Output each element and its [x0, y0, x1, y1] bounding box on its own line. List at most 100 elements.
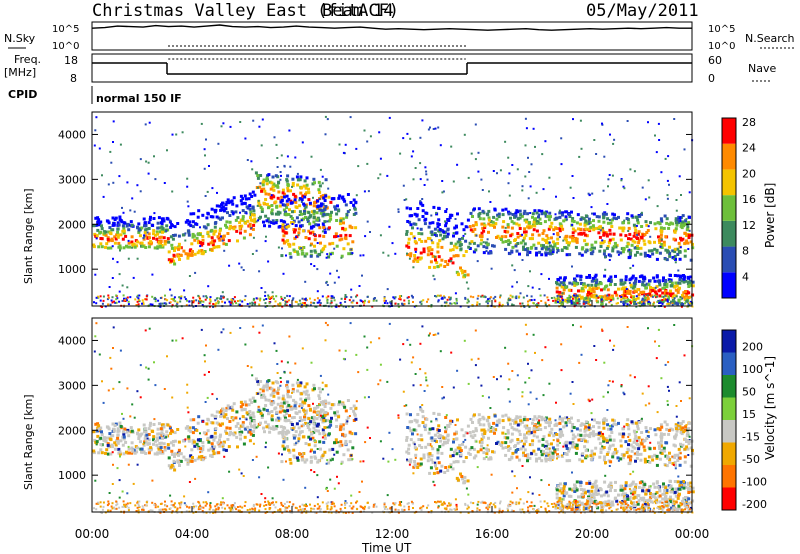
- power-cell: [109, 246, 113, 250]
- power-cell: [682, 224, 686, 228]
- velocity-cell: [317, 386, 321, 390]
- velocity-cell: [491, 430, 495, 433]
- power-cell: [108, 286, 111, 288]
- power-cell: [393, 297, 396, 300]
- power-cell: [316, 268, 319, 271]
- power-cell: [430, 214, 433, 217]
- velocity-cell: [543, 417, 547, 421]
- power-cell: [602, 215, 606, 219]
- power-cell: [301, 297, 304, 300]
- velocity-cell: [544, 420, 548, 424]
- power-cell: [341, 226, 345, 230]
- power-cell: [678, 216, 682, 220]
- power-cell: [592, 290, 596, 294]
- power-cell: [494, 222, 497, 226]
- velocity-cell: [224, 413, 228, 417]
- velocity-cell: [644, 426, 648, 430]
- velocity-cell: [215, 421, 219, 425]
- power-cell: [153, 155, 155, 158]
- power-cell: [570, 210, 573, 214]
- velocity-cell: [529, 431, 533, 435]
- power-cell: [116, 297, 119, 300]
- velocity-cell: [561, 433, 565, 437]
- velocity-cell: [554, 422, 558, 426]
- power-cell: [579, 119, 582, 122]
- velocity-cell: [547, 447, 550, 451]
- power-cell: [281, 203, 285, 207]
- velocity-cell: [124, 440, 128, 444]
- power-cell: [441, 297, 444, 300]
- power-cell: [639, 252, 643, 256]
- power-cell: [126, 222, 130, 226]
- power-cell: [252, 209, 256, 213]
- velocity-cell: [662, 432, 666, 436]
- power-cell: [439, 233, 443, 237]
- power-cell: [642, 239, 646, 243]
- power-cell: [236, 300, 239, 302]
- velocity-cell: [456, 446, 460, 450]
- power-cell: [113, 235, 117, 239]
- velocity-cell: [542, 450, 545, 454]
- power-cell: [159, 297, 162, 299]
- power-cell: [558, 290, 562, 294]
- velocity-cell: [313, 455, 317, 459]
- power-cell: [570, 219, 574, 223]
- velocity-cell: [496, 419, 500, 423]
- velocity-cell: [274, 418, 278, 422]
- power-cell: [603, 274, 607, 278]
- power-cell: [326, 301, 329, 304]
- velocity-cell: [272, 388, 276, 392]
- power-cell: [147, 241, 151, 245]
- velocity-cell: [172, 459, 176, 463]
- velocity-cell: [118, 421, 122, 425]
- velocity-cell: [160, 431, 164, 435]
- velocity-cell: [116, 433, 120, 437]
- velocity-cell: [240, 430, 244, 434]
- power-cell: [583, 285, 587, 289]
- power-cell: [136, 300, 139, 303]
- power-cell: [304, 203, 308, 207]
- power-cell: [327, 226, 331, 230]
- velocity-cell: [290, 427, 293, 431]
- velocity-cell: [597, 421, 601, 425]
- power-cell: [512, 304, 515, 307]
- power-cell: [455, 270, 459, 274]
- velocity-cell: [556, 443, 560, 447]
- velocity-cell: [264, 420, 268, 424]
- velocity-cell: [221, 442, 225, 446]
- power-cell: [482, 251, 486, 255]
- power-cell: [670, 281, 674, 285]
- power-cell: [397, 303, 400, 306]
- velocity-cell: [683, 460, 687, 464]
- power-cell: [504, 207, 508, 211]
- velocity-cell: [680, 428, 684, 431]
- velocity-cell: [502, 426, 506, 430]
- velocity-cell: [592, 418, 596, 422]
- velocity-cell: [495, 423, 499, 427]
- colorbar-frame: [721, 117, 737, 299]
- power-cell: [244, 221, 248, 225]
- power-cell: [666, 197, 669, 200]
- power-cell: [588, 275, 592, 279]
- y-tick-label: 3000: [58, 173, 86, 186]
- power-cell: [288, 208, 291, 212]
- velocity-cell: [292, 448, 296, 452]
- power-cell: [436, 250, 440, 254]
- power-cell: [647, 121, 649, 124]
- power-cell: [363, 190, 366, 193]
- velocity-cell: [636, 453, 640, 456]
- power-cell: [156, 221, 160, 225]
- power-cell: [165, 230, 168, 233]
- power-cell: [568, 253, 572, 257]
- velocity-cell: [215, 410, 219, 414]
- velocity-cell: [678, 463, 682, 467]
- velocity-cell: [537, 421, 540, 425]
- velocity-cell: [92, 430, 96, 434]
- power-cell: [187, 229, 191, 233]
- power-cell: [640, 300, 643, 303]
- power-cell: [339, 217, 343, 221]
- velocity-cell: [421, 409, 425, 413]
- power-cell: [195, 236, 199, 240]
- power-cell: [666, 294, 668, 297]
- velocity-cell: [684, 425, 688, 429]
